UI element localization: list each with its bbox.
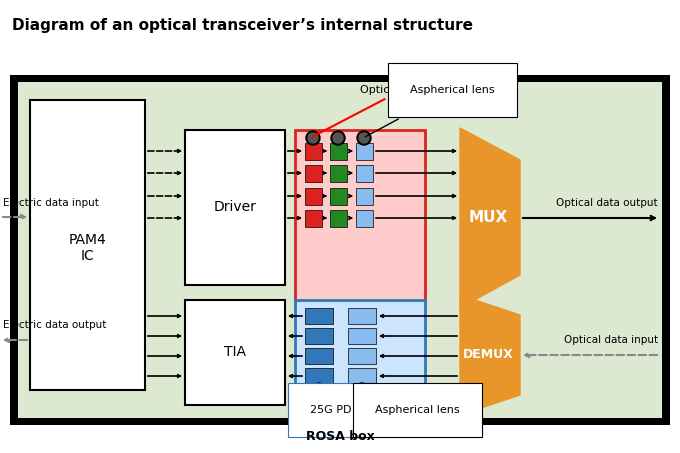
Circle shape bbox=[357, 131, 371, 145]
Circle shape bbox=[314, 385, 324, 395]
FancyBboxPatch shape bbox=[356, 210, 373, 227]
Polygon shape bbox=[460, 295, 520, 415]
Text: Aspherical lens: Aspherical lens bbox=[364, 391, 460, 415]
FancyBboxPatch shape bbox=[305, 210, 322, 227]
FancyBboxPatch shape bbox=[305, 165, 322, 182]
FancyBboxPatch shape bbox=[348, 308, 376, 324]
FancyBboxPatch shape bbox=[295, 300, 425, 410]
FancyBboxPatch shape bbox=[185, 300, 285, 405]
Text: Electric data input: Electric data input bbox=[3, 198, 99, 208]
FancyBboxPatch shape bbox=[348, 348, 376, 364]
Text: Driver: Driver bbox=[214, 200, 256, 214]
Text: DEMUX: DEMUX bbox=[462, 348, 513, 361]
Text: 25G PD: 25G PD bbox=[310, 392, 352, 415]
Text: MUX: MUX bbox=[469, 211, 508, 226]
Text: Optical isolator: Optical isolator bbox=[313, 85, 444, 137]
Circle shape bbox=[308, 133, 318, 143]
Text: TIA: TIA bbox=[224, 345, 246, 359]
Text: Aspherical lens: Aspherical lens bbox=[365, 85, 494, 137]
Polygon shape bbox=[460, 128, 520, 308]
FancyBboxPatch shape bbox=[185, 130, 285, 285]
FancyBboxPatch shape bbox=[305, 143, 322, 160]
FancyBboxPatch shape bbox=[30, 100, 145, 390]
FancyBboxPatch shape bbox=[305, 308, 333, 324]
Circle shape bbox=[312, 383, 326, 397]
FancyBboxPatch shape bbox=[305, 328, 333, 344]
FancyBboxPatch shape bbox=[330, 188, 347, 205]
Circle shape bbox=[333, 133, 343, 143]
FancyBboxPatch shape bbox=[305, 368, 333, 384]
FancyBboxPatch shape bbox=[330, 165, 347, 182]
FancyBboxPatch shape bbox=[10, 75, 670, 425]
FancyBboxPatch shape bbox=[356, 188, 373, 205]
Circle shape bbox=[306, 131, 320, 145]
Text: Diagram of an optical transceiver’s internal structure: Diagram of an optical transceiver’s inte… bbox=[12, 18, 473, 33]
Text: ROSA box: ROSA box bbox=[305, 430, 375, 443]
Circle shape bbox=[331, 131, 345, 145]
FancyBboxPatch shape bbox=[18, 82, 662, 418]
FancyBboxPatch shape bbox=[348, 368, 376, 384]
Circle shape bbox=[359, 133, 369, 143]
Circle shape bbox=[357, 385, 367, 395]
Text: Optical data input: Optical data input bbox=[564, 335, 658, 345]
Text: PAM4
IC: PAM4 IC bbox=[68, 233, 106, 263]
FancyBboxPatch shape bbox=[348, 328, 376, 344]
FancyBboxPatch shape bbox=[330, 143, 347, 160]
FancyBboxPatch shape bbox=[356, 165, 373, 182]
Text: Optical data output: Optical data output bbox=[556, 198, 658, 208]
FancyBboxPatch shape bbox=[330, 210, 347, 227]
Circle shape bbox=[355, 383, 369, 397]
FancyBboxPatch shape bbox=[356, 143, 373, 160]
FancyBboxPatch shape bbox=[305, 188, 322, 205]
FancyBboxPatch shape bbox=[295, 130, 425, 305]
Text: Electric data output: Electric data output bbox=[3, 320, 106, 330]
FancyBboxPatch shape bbox=[305, 348, 333, 364]
